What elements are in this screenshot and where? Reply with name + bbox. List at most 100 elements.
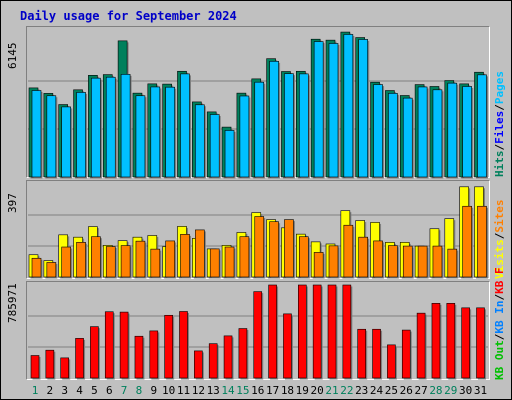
bar-kb-f-day-11 bbox=[179, 311, 188, 379]
bar-sites-day-7 bbox=[120, 245, 131, 278]
bar-kb-f-day-28 bbox=[431, 303, 441, 379]
bar-kb-f-day-30 bbox=[461, 307, 470, 379]
bar-kb-f-day-24 bbox=[372, 328, 381, 379]
bar-kb-f-day-21 bbox=[327, 284, 337, 379]
bar-kb-f-day-4 bbox=[75, 338, 84, 379]
bar-sites-day-11 bbox=[180, 234, 190, 278]
bar-pages-day-18 bbox=[284, 73, 294, 178]
day-label-6: 6 bbox=[106, 384, 113, 397]
day-label-15: 15 bbox=[236, 384, 249, 397]
day-label-24: 24 bbox=[370, 384, 384, 397]
bar-sites-day-30 bbox=[462, 205, 472, 278]
bar-pages-day-29 bbox=[447, 82, 458, 178]
bar-sites-day-20 bbox=[313, 252, 324, 278]
day-label-22: 22 bbox=[340, 384, 353, 397]
bar-kb-f-day-22 bbox=[342, 284, 352, 379]
bar-sites-day-23 bbox=[358, 236, 369, 278]
bar-pages-day-11 bbox=[180, 73, 190, 178]
bar-sites-day-1 bbox=[31, 257, 42, 278]
bar-pages-day-9 bbox=[150, 86, 161, 178]
bar-kb-f-day-31 bbox=[476, 307, 485, 379]
bar-kb-f-day-7 bbox=[119, 311, 129, 379]
bar-pages-day-31 bbox=[477, 74, 487, 178]
day-label-12: 12 bbox=[192, 384, 205, 397]
day-label-28: 28 bbox=[429, 384, 442, 397]
day-label-26: 26 bbox=[400, 384, 413, 397]
bar-pages-day-25 bbox=[388, 93, 398, 178]
bar-kb-f-day-5 bbox=[90, 326, 99, 379]
day-label-30: 30 bbox=[459, 384, 472, 397]
bar-pages-day-3 bbox=[61, 106, 72, 178]
bar-kb-f-day-27 bbox=[416, 312, 426, 379]
bar-pages-day-16 bbox=[254, 81, 265, 178]
bar-kb-f-day-9 bbox=[149, 330, 159, 379]
day-label-31: 31 bbox=[474, 384, 487, 397]
day-label-19: 19 bbox=[296, 384, 309, 397]
bar-sites-day-5 bbox=[91, 236, 101, 278]
day-label-5: 5 bbox=[91, 384, 98, 397]
day-label-23: 23 bbox=[355, 384, 368, 397]
bar-pages-day-8 bbox=[135, 95, 146, 178]
bar-pages-day-20 bbox=[313, 41, 324, 178]
bar-pages-day-2 bbox=[46, 95, 57, 178]
day-label-7: 7 bbox=[121, 384, 128, 397]
bar-kb-f-day-6 bbox=[104, 311, 114, 379]
bar-pages-day-7 bbox=[120, 74, 131, 178]
bar-kb-f-day-16 bbox=[253, 291, 263, 379]
bar-pages-day-22 bbox=[343, 34, 354, 178]
bar-pages-day-1 bbox=[31, 90, 42, 178]
day-label-3: 3 bbox=[61, 384, 68, 397]
day-label-14: 14 bbox=[221, 384, 235, 397]
bar-pages-day-24 bbox=[373, 84, 383, 178]
bar-sites-day-22 bbox=[343, 224, 354, 278]
bar-kb-f-day-15 bbox=[238, 328, 248, 379]
bar-sites-day-16 bbox=[254, 216, 265, 278]
bar-kb-f-day-25 bbox=[387, 344, 396, 379]
bar-kb-f-day-29 bbox=[446, 303, 456, 379]
day-label-13: 13 bbox=[207, 384, 220, 397]
day-label-10: 10 bbox=[162, 384, 175, 397]
bar-sites-day-26 bbox=[402, 245, 413, 278]
bar-sites-day-25 bbox=[388, 245, 398, 278]
bar-sites-day-12 bbox=[195, 229, 205, 278]
bar-pages-day-27 bbox=[417, 86, 428, 178]
bar-kb-f-day-14 bbox=[223, 335, 233, 379]
bar-kb-f-day-20 bbox=[312, 284, 322, 379]
chart-title: Daily usage for September 2024 bbox=[20, 9, 237, 23]
bar-kb-f-day-26 bbox=[401, 329, 411, 379]
day-label-20: 20 bbox=[311, 384, 324, 397]
bar-sites-day-18 bbox=[284, 219, 294, 278]
bar-sites-day-24 bbox=[373, 240, 383, 278]
bar-pages-day-23 bbox=[358, 39, 369, 178]
day-label-8: 8 bbox=[136, 384, 143, 397]
bar-pages-day-21 bbox=[328, 43, 339, 178]
bar-pages-day-6 bbox=[105, 76, 116, 178]
bar-pages-day-28 bbox=[432, 89, 443, 178]
bar-pages-day-5 bbox=[91, 77, 101, 178]
bar-pages-day-30 bbox=[462, 86, 472, 178]
bar-kb-f-day-2 bbox=[45, 349, 55, 379]
day-label-29: 29 bbox=[444, 384, 457, 397]
bar-sites-day-27 bbox=[417, 245, 428, 278]
bar-sites-day-3 bbox=[61, 246, 72, 278]
bar-kb-f-day-18 bbox=[283, 313, 292, 379]
bar-kb-f-day-12 bbox=[194, 350, 203, 379]
bar-kb-f-day-13 bbox=[208, 343, 218, 379]
bar-pages-day-4 bbox=[76, 92, 86, 178]
bar-sites-day-15 bbox=[239, 236, 250, 278]
bar-kb-f-day-8 bbox=[134, 335, 144, 379]
day-label-27: 27 bbox=[414, 384, 427, 397]
bar-sites-day-8 bbox=[135, 240, 146, 278]
bar-sites-day-4 bbox=[76, 242, 86, 278]
bar-kb-f-day-23 bbox=[357, 328, 367, 379]
bar-pages-day-12 bbox=[195, 104, 205, 178]
bar-sites-day-17 bbox=[269, 221, 279, 278]
day-label-11: 11 bbox=[177, 384, 190, 397]
day-label-18: 18 bbox=[281, 384, 294, 397]
bar-pages-day-15 bbox=[239, 95, 250, 178]
bar-sites-day-2 bbox=[46, 262, 57, 278]
bar-sites-day-6 bbox=[105, 246, 116, 278]
bar-pages-day-10 bbox=[165, 86, 175, 178]
